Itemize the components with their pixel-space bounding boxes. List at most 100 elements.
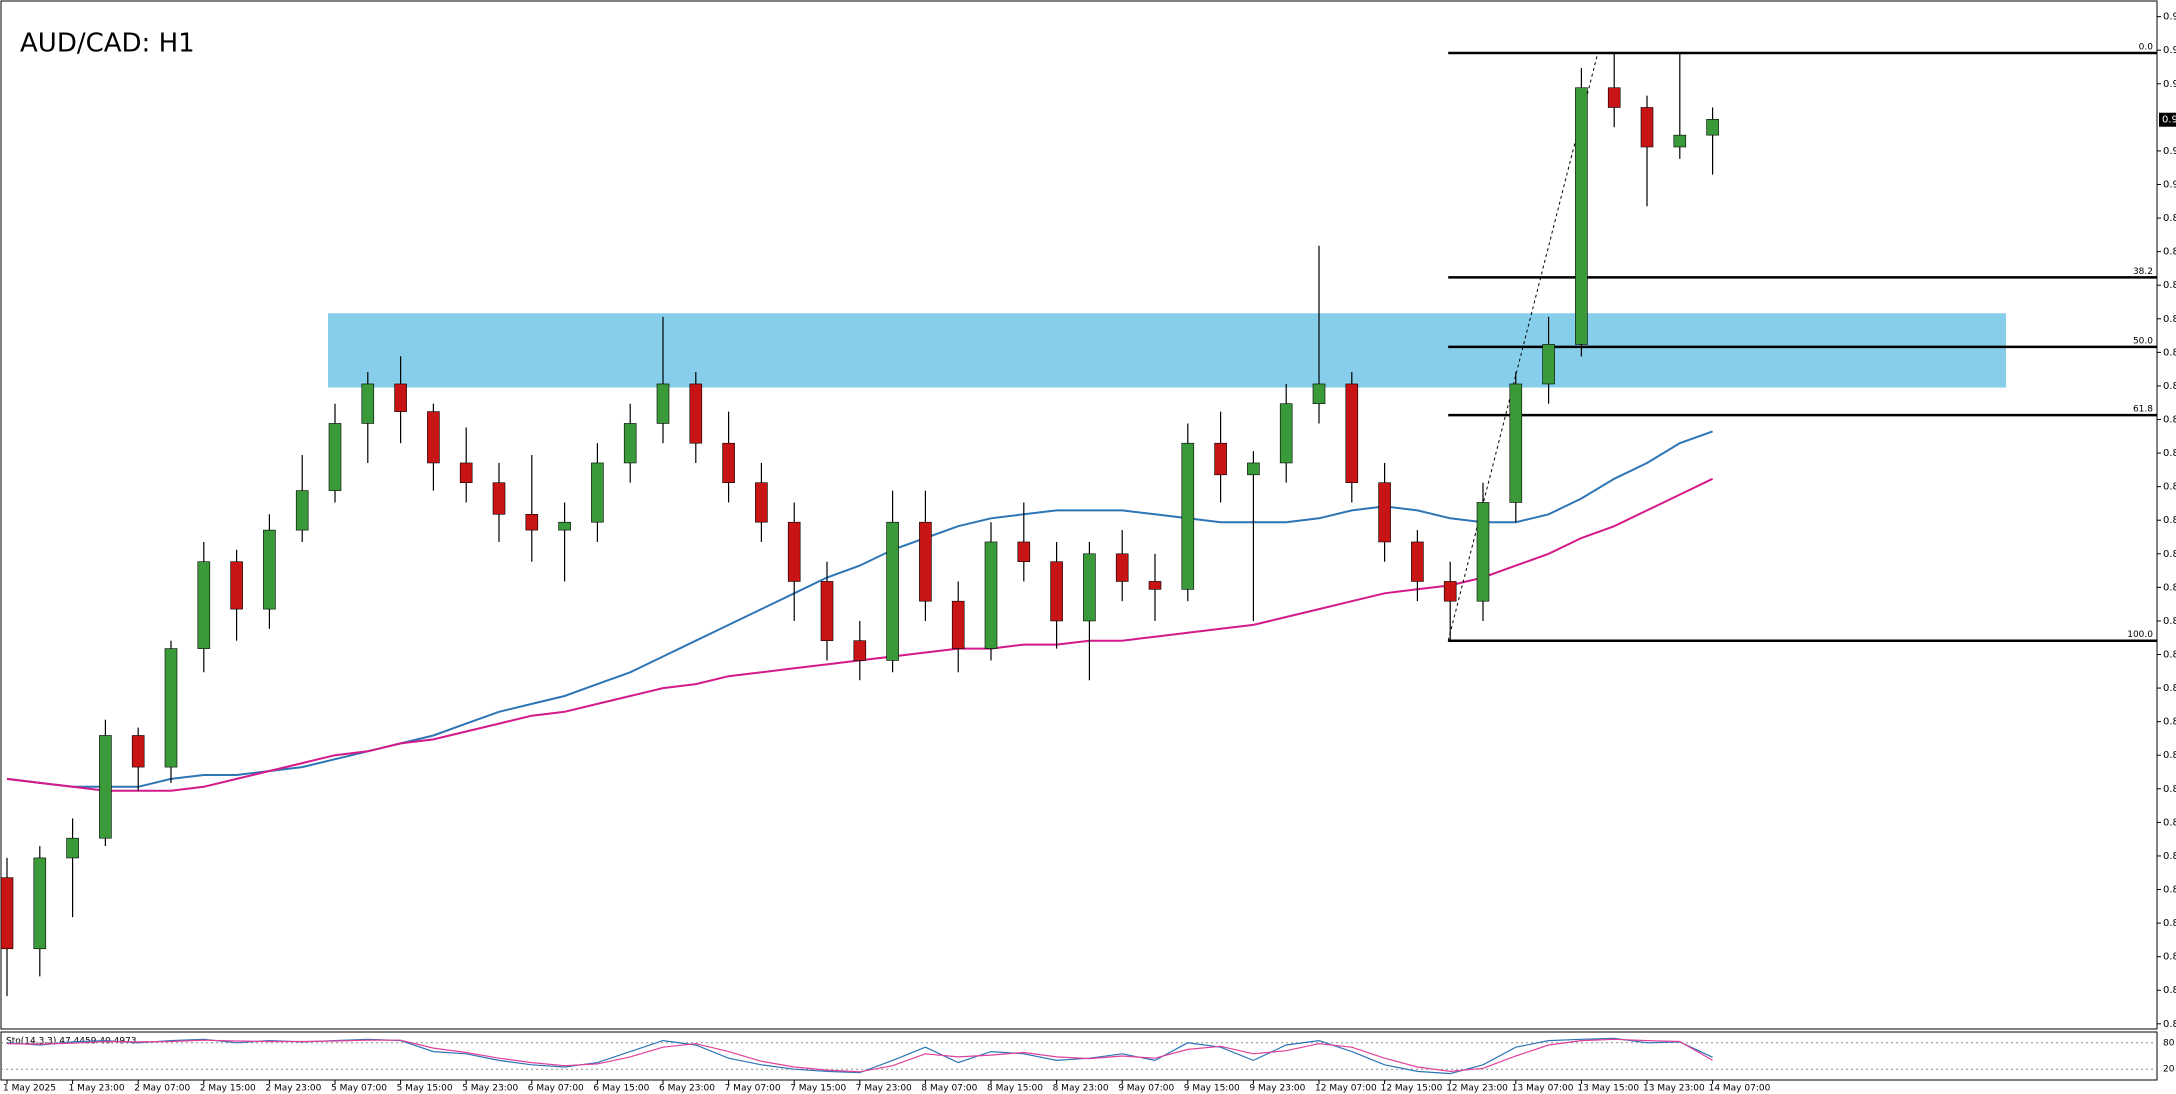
candle-body (1640, 107, 1654, 148)
candle-body (1181, 442, 1195, 590)
y-tick-label: 0.89715 (2163, 314, 2176, 325)
candle-body (263, 529, 276, 610)
x-tick-label: 8 May 23:00 (1053, 1084, 1109, 1094)
x-tick-label: 6 May 07:00 (528, 1084, 584, 1094)
candle-body (591, 462, 604, 523)
candle-body (919, 521, 932, 602)
candle-body (1050, 561, 1063, 622)
fib-label: 100.0 (2127, 630, 2153, 640)
candle-body (1706, 119, 1719, 136)
x-tick-label: 5 May 07:00 (331, 1084, 387, 1094)
x-tick-label: 5 May 15:00 (397, 1084, 453, 1094)
fib-label: 50.0 (2133, 336, 2153, 346)
y-tick-label: 0.89630 (2163, 347, 2176, 358)
candle-body (820, 581, 834, 641)
y-tick-label: 0.89205 (2163, 515, 2176, 526)
moving-average (6, 430, 1713, 788)
y-tick-label: 0.90140 (2163, 146, 2176, 157)
x-tick-label: 7 May 07:00 (725, 1084, 781, 1094)
candle-body (328, 423, 342, 491)
candle-body (623, 423, 637, 464)
candle-body (886, 521, 899, 661)
y-tick-label: 0.89120 (2163, 549, 2176, 560)
x-tick-label: 6 May 15:00 (593, 1084, 649, 1094)
y-tick-label: 0.89545 (2163, 381, 2176, 392)
candle-body (1247, 462, 1260, 476)
y-tick-label: 0.88440 (2163, 817, 2176, 828)
fib-trend (1447, 52, 1599, 641)
x-tick-label: 2 May 07:00 (134, 1084, 190, 1094)
x-tick-label: 2 May 23:00 (265, 1084, 321, 1094)
candle-body (1476, 502, 1490, 602)
x-tick-label: 5 May 23:00 (462, 1084, 518, 1094)
candle-body (427, 411, 440, 464)
resistance-zone (328, 313, 2006, 388)
candle-body (1345, 383, 1359, 484)
x-tick-label: 9 May 07:00 (1118, 1084, 1174, 1094)
x-tick-label: 12 May 15:00 (1381, 1084, 1443, 1094)
y-tick-label: 0.88355 (2163, 851, 2176, 862)
y-tick-label: 0.88610 (2163, 750, 2176, 761)
y-tick-label: 0.89970 (2163, 213, 2176, 224)
candle-body (164, 648, 178, 768)
candle-body (197, 561, 211, 649)
candle-body (66, 837, 79, 859)
x-tick-label: 7 May 15:00 (790, 1084, 846, 1094)
y-tick-label: 0.90395 (2163, 45, 2176, 56)
candle-body (558, 521, 571, 531)
y-tick-label: 0.89885 (2163, 247, 2176, 258)
oscillator-line (6, 1037, 1713, 1075)
main-frame (0, 0, 2158, 1030)
candle-body (722, 442, 735, 484)
y-tick-label: 0.88270 (2163, 885, 2176, 896)
y-tick-label: 0.88865 (2163, 650, 2176, 661)
x-tick-label: 6 May 23:00 (659, 1084, 715, 1094)
x-tick-label: 9 May 23:00 (1249, 1084, 1305, 1094)
candle-body (1312, 383, 1326, 405)
oscillator-line (6, 1038, 1713, 1073)
y-tick-label: 0.88780 (2163, 683, 2176, 694)
current-price-tag (2159, 112, 2176, 127)
x-tick-label: 12 May 07:00 (1315, 1084, 1377, 1094)
y-tick-label: 0.89460 (2163, 415, 2176, 426)
candle-body (755, 482, 768, 523)
oscillator-tick-label: 80 (2163, 1038, 2175, 1048)
current-price-label: 0.90219 (2162, 115, 2176, 126)
x-tick-label: 1 May 23:00 (69, 1084, 125, 1094)
x-tick-label: 1 May 2025 (3, 1084, 56, 1094)
candle-body (361, 383, 375, 424)
candle-body (1607, 87, 1621, 108)
candle-body (99, 735, 112, 839)
x-tick-label: 9 May 15:00 (1184, 1084, 1240, 1094)
y-tick-label: 0.90055 (2163, 180, 2176, 191)
candle-body (33, 857, 47, 950)
candle-body (1378, 482, 1391, 543)
candle-body (853, 640, 867, 661)
x-tick-label: 2 May 15:00 (200, 1084, 256, 1094)
candle-body (1542, 344, 1555, 385)
y-tick-label: 0.89800 (2163, 280, 2176, 291)
candle-body (525, 514, 539, 531)
candle-body (230, 561, 243, 610)
candle-body (1017, 541, 1031, 562)
x-tick-label: 13 May 15:00 (1577, 1084, 1639, 1094)
candle-body (1411, 541, 1424, 582)
y-tick-label: 0.90480 (2163, 12, 2176, 23)
candle-body (656, 383, 670, 424)
candle-body (787, 521, 801, 582)
y-tick-label: 0.88015 (2163, 985, 2176, 996)
y-tick-label: 0.88525 (2163, 784, 2176, 795)
candle-body (131, 735, 145, 768)
candle-body (689, 383, 703, 444)
candle-body (1443, 581, 1457, 602)
x-tick-label: 12 May 23:00 (1446, 1084, 1508, 1094)
fib-label: 38.2 (2133, 267, 2153, 277)
y-tick-label: 0.89290 (2163, 482, 2176, 493)
candle-body (1279, 403, 1293, 464)
y-tick-label: 0.89375 (2163, 448, 2176, 459)
candle-body (1115, 553, 1129, 582)
y-tick-label: 0.88950 (2163, 616, 2176, 627)
candle-body (951, 600, 965, 649)
candle-body (984, 541, 998, 649)
